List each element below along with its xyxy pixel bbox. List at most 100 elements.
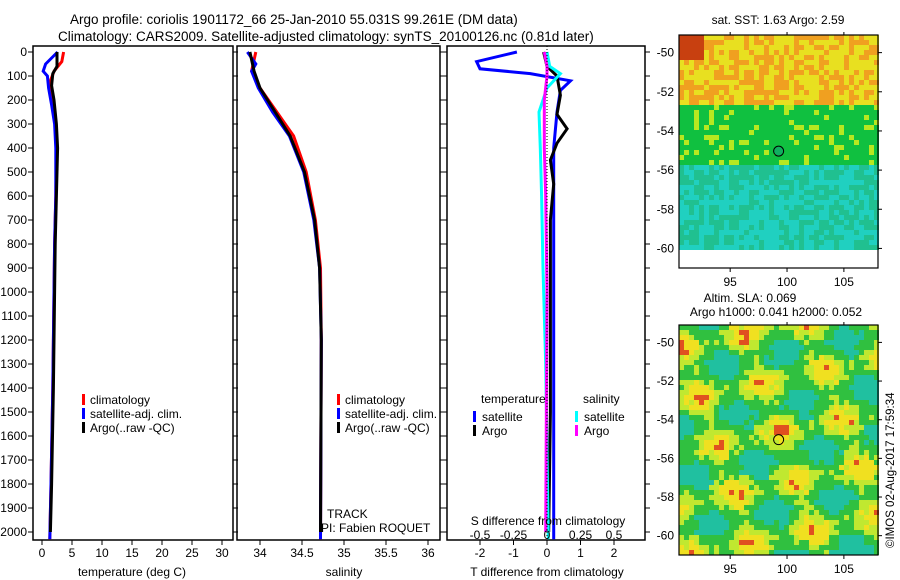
map-cell bbox=[849, 205, 854, 210]
map-cell bbox=[734, 135, 739, 140]
map-cell bbox=[704, 200, 709, 205]
map-cell bbox=[844, 175, 849, 180]
map-cell bbox=[799, 240, 804, 245]
map-cell bbox=[854, 380, 859, 385]
map-cell bbox=[864, 35, 869, 40]
map-cell bbox=[844, 105, 849, 110]
map-cell bbox=[819, 380, 824, 385]
map-cell bbox=[709, 110, 714, 115]
map-cell bbox=[679, 370, 684, 375]
map-cell bbox=[799, 540, 804, 545]
map-cell bbox=[739, 415, 744, 420]
map-cell bbox=[804, 385, 809, 390]
map-cell bbox=[714, 100, 719, 105]
map-cell bbox=[764, 35, 769, 40]
map-cell bbox=[874, 395, 879, 400]
map-cell bbox=[684, 550, 689, 555]
map-cell bbox=[794, 505, 799, 510]
map-cell bbox=[844, 215, 849, 220]
map-cell bbox=[679, 90, 684, 95]
map-cell bbox=[734, 435, 739, 440]
map-cell bbox=[804, 95, 809, 100]
map-cell bbox=[844, 100, 849, 105]
map-cell bbox=[684, 90, 689, 95]
map-cell bbox=[759, 125, 764, 130]
map-cell bbox=[804, 100, 809, 105]
map-cell bbox=[824, 130, 829, 135]
map-cell bbox=[859, 230, 864, 235]
map-cell bbox=[749, 115, 754, 120]
map-cell bbox=[789, 45, 794, 50]
map-cell bbox=[729, 325, 734, 330]
map-cell bbox=[764, 400, 769, 405]
map-cell bbox=[824, 485, 829, 490]
map-cell bbox=[859, 190, 864, 195]
map-cell bbox=[689, 325, 694, 330]
map-cell bbox=[779, 100, 784, 105]
map-cell bbox=[859, 425, 864, 430]
map-cell bbox=[864, 510, 869, 515]
map-cell bbox=[694, 245, 699, 250]
map-cell bbox=[864, 80, 869, 85]
map-cell bbox=[719, 325, 724, 330]
x-tick-label: 1 bbox=[577, 546, 584, 560]
map-cell bbox=[729, 495, 734, 500]
map-cell bbox=[829, 330, 834, 335]
map-cell bbox=[789, 370, 794, 375]
map-cell bbox=[719, 105, 724, 110]
map-cell bbox=[814, 200, 819, 205]
map-cell bbox=[709, 495, 714, 500]
map-cell bbox=[679, 200, 684, 205]
map-cell bbox=[694, 205, 699, 210]
map-cell bbox=[689, 370, 694, 375]
x-tick-label: 34 bbox=[253, 546, 267, 560]
map-cell bbox=[829, 125, 834, 130]
y-tick-label: 100 bbox=[7, 69, 27, 83]
map-cell bbox=[739, 175, 744, 180]
map-cell bbox=[734, 235, 739, 240]
map-cell bbox=[869, 490, 874, 495]
map-cell bbox=[779, 405, 784, 410]
map-cell bbox=[809, 340, 814, 345]
map-cell bbox=[734, 485, 739, 490]
map-cell bbox=[864, 140, 869, 145]
map-cell bbox=[749, 545, 754, 550]
map-cell bbox=[789, 490, 794, 495]
map-cell bbox=[689, 160, 694, 165]
map-cell bbox=[699, 345, 704, 350]
map-cell bbox=[824, 340, 829, 345]
map-cell bbox=[719, 435, 724, 440]
map-cell bbox=[839, 540, 844, 545]
map-cell bbox=[719, 235, 724, 240]
map-cell bbox=[789, 35, 794, 40]
map-cell bbox=[849, 45, 854, 50]
map-cell bbox=[804, 215, 809, 220]
map-cell bbox=[729, 515, 734, 520]
map-cell bbox=[799, 95, 804, 100]
map-cell bbox=[799, 175, 804, 180]
map-cell bbox=[689, 180, 694, 185]
map-cell bbox=[724, 55, 729, 60]
map-cell bbox=[844, 540, 849, 545]
map-cell bbox=[844, 330, 849, 335]
map-cell bbox=[744, 85, 749, 90]
map-cell bbox=[854, 85, 859, 90]
map-cell bbox=[749, 90, 754, 95]
map-cell bbox=[704, 80, 709, 85]
map-cell bbox=[849, 345, 854, 350]
map-cell bbox=[874, 380, 879, 385]
map-cell bbox=[774, 495, 779, 500]
map-cell bbox=[854, 345, 859, 350]
map-cell bbox=[704, 195, 709, 200]
map-cell bbox=[754, 75, 759, 80]
map-cell bbox=[829, 365, 834, 370]
map-cell bbox=[759, 550, 764, 555]
map-cell bbox=[734, 445, 739, 450]
map-cell bbox=[739, 35, 744, 40]
map-cell bbox=[724, 470, 729, 475]
map-y-tick-label: -56 bbox=[657, 451, 675, 465]
map-cell bbox=[759, 335, 764, 340]
map-cell bbox=[819, 150, 824, 155]
map-cell bbox=[834, 120, 839, 125]
map-cell bbox=[684, 490, 689, 495]
